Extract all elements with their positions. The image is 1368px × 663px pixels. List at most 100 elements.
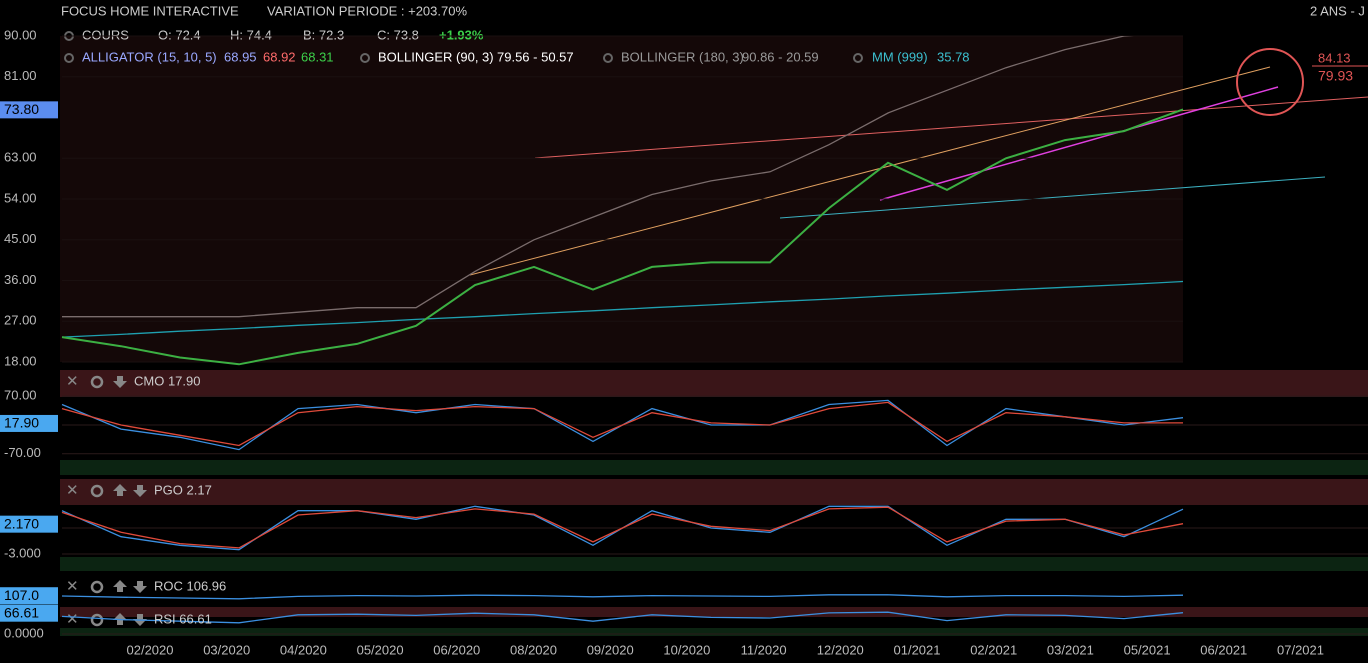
- annotation: 84.13: [1318, 50, 1351, 65]
- x-tick-label: 01/2021: [894, 642, 941, 657]
- settings-icon[interactable]: [90, 375, 104, 389]
- gear-icon[interactable]: [64, 53, 74, 63]
- x-tick-label: 06/2020: [433, 642, 480, 657]
- bollinger-180: BOLLINGER (180, 3): [621, 49, 744, 64]
- y-tick-label: 45.00: [4, 231, 37, 246]
- alligator-value: 68.31: [301, 49, 334, 64]
- close: C: 73.8: [377, 27, 419, 42]
- last-value-label: 17.90: [4, 415, 39, 431]
- x-tick-label: 02/2021: [970, 642, 1017, 657]
- series-line: [62, 36, 1134, 318]
- x-tick-label: 05/2021: [1124, 642, 1171, 657]
- alligator: ALLIGATOR (15, 10, 5): [82, 49, 217, 64]
- trend-line: [779, 176, 1326, 219]
- last-value-badge: [0, 101, 58, 119]
- y-tick-label: 81.00: [4, 68, 37, 83]
- trend-line: [534, 96, 1368, 159]
- series-group: [61, 594, 1184, 600]
- settings-icon[interactable]: [90, 580, 104, 594]
- series-line: [61, 506, 1184, 549]
- x-tick-label: 09/2020: [587, 642, 634, 657]
- gear-icon[interactable]: [603, 53, 613, 63]
- series-line: [61, 108, 1184, 366]
- close-icon[interactable]: ✕: [66, 611, 79, 628]
- y-tick-label: 27.00: [4, 313, 37, 328]
- alligator-value: 68.92: [263, 49, 296, 64]
- y-tick-label: 18.00: [4, 353, 37, 368]
- period[interactable]: 2 ANS - J: [1310, 3, 1365, 18]
- x-tick-label: 06/2021: [1200, 642, 1247, 657]
- annotation: 79.93: [1318, 68, 1353, 84]
- cmo-lower-zone: [60, 460, 1368, 475]
- rsi-header: [60, 607, 1368, 617]
- y-tick-label: 90.00: [4, 27, 37, 42]
- trend-line: [879, 86, 1279, 201]
- rsi-lower-zone: [60, 628, 1368, 636]
- series-group: [61, 399, 1184, 451]
- series-group: [61, 611, 1184, 624]
- indicator-title: CMO 17.90: [134, 373, 200, 388]
- settings-icon[interactable]: [90, 484, 104, 498]
- last-value-badge: [0, 604, 58, 622]
- indicator-title: PGO 2.17: [154, 482, 212, 497]
- last-value-label: 2.170: [4, 515, 39, 531]
- move-up-icon[interactable]: [113, 484, 127, 496]
- variation: VARIATION PERIODE : +203.70%: [267, 3, 467, 18]
- mm: MM (999): [872, 49, 928, 64]
- x-tick-label: 10/2020: [663, 642, 710, 657]
- cours-label: COURS: [82, 27, 129, 42]
- high: H: 74.4: [230, 27, 272, 42]
- last-value-badge: [0, 587, 58, 605]
- x-tick-label: 02/2020: [127, 642, 174, 657]
- low: B: 72.3: [303, 27, 344, 42]
- x-tick-label: 03/2020: [203, 642, 250, 657]
- panel-icons: ✕ ✕ ✕ ✕: [66, 373, 147, 628]
- indicator-title: ROC 106.96: [154, 578, 226, 593]
- instrument: FOCUS HOME INTERACTIVE: [61, 3, 239, 18]
- last-value-badge: [0, 414, 58, 432]
- x-tick-label: 12/2020: [817, 642, 864, 657]
- y-tick-label: 36.00: [4, 272, 37, 287]
- series-group: [61, 505, 1184, 551]
- indicator-title: RSI 66.61: [154, 611, 212, 626]
- x-tick-label: 11/2020: [741, 642, 787, 657]
- y-tick-label: -3.000: [4, 545, 41, 560]
- last-value-badge: [0, 515, 58, 533]
- close-icon[interactable]: ✕: [66, 578, 79, 595]
- change: +1.93%: [439, 27, 484, 42]
- bollinger-90: BOLLINGER (90, 3): [378, 49, 494, 64]
- y-tick-label: 70.00: [4, 388, 37, 403]
- last-value-label: 66.61: [4, 604, 39, 620]
- y-tick-label: 0.0000: [4, 625, 44, 640]
- series-line: [61, 611, 1184, 624]
- trend-line: [469, 66, 1271, 276]
- last-value-label: 107.0: [4, 587, 39, 603]
- x-tick-label: 08/2020: [510, 642, 557, 657]
- gear-icon[interactable]: [853, 53, 863, 63]
- pgo-header: [60, 479, 1368, 505]
- last-value-label: 73.80: [4, 101, 39, 117]
- close-icon[interactable]: ✕: [66, 373, 79, 390]
- series-line: [61, 401, 1183, 447]
- pgo-lower-zone: [60, 557, 1368, 571]
- y-tick-label: 54.00: [4, 190, 37, 205]
- alligator-value: 68.95: [224, 49, 257, 64]
- cmo-header: [60, 370, 1368, 397]
- x-tick-label: 03/2021: [1047, 642, 1094, 657]
- highlight-circle: [1236, 48, 1304, 116]
- move-up-icon[interactable]: [113, 580, 127, 592]
- bollinger-180-values: 90.86 - 20.59: [742, 49, 819, 64]
- x-tick-label: 05/2020: [357, 642, 404, 657]
- mm-value: 35.78: [937, 49, 970, 64]
- move-down-icon[interactable]: [133, 581, 147, 593]
- x-tick-label: 04/2020: [280, 642, 327, 657]
- series-line: [61, 280, 1184, 338]
- close-icon[interactable]: ✕: [66, 482, 79, 499]
- move-down-icon[interactable]: [133, 485, 147, 497]
- series-line: [61, 594, 1184, 600]
- series-group: [61, 36, 1184, 366]
- gear-icon[interactable]: [360, 53, 370, 63]
- settings-icon[interactable]: [90, 613, 104, 627]
- move-down-icon[interactable]: [113, 376, 127, 388]
